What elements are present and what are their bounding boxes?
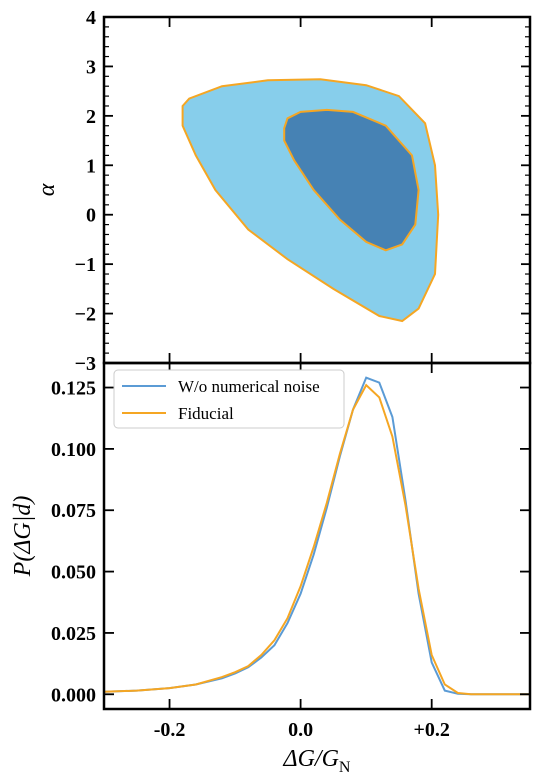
y-tick-label: 0.125 bbox=[51, 378, 96, 400]
legend-label: W/o numerical noise bbox=[178, 377, 320, 396]
density-plot-frame bbox=[102, 361, 532, 711]
x-tick-label: -0.2 bbox=[154, 719, 186, 741]
x-axis-label: ΔG/GN bbox=[283, 746, 351, 776]
x-tick-label: +0.2 bbox=[413, 719, 449, 741]
x-tick-label: 0.0 bbox=[288, 719, 313, 741]
y-tick-label: 3 bbox=[86, 56, 96, 78]
y-tick-label: −3 bbox=[75, 353, 96, 375]
series-line-fiducial bbox=[103, 383, 530, 696]
y-tick-label: 0.075 bbox=[51, 500, 96, 522]
contour-region-inner-fill bbox=[284, 109, 419, 251]
y-tick-label: 4 bbox=[86, 7, 96, 29]
density-panel: 0.000 0.025 0.050 0.075 0.100 0.125 -0.2 0.0 +0.… bbox=[51, 361, 532, 741]
y-tick-label: 0.000 bbox=[51, 684, 96, 706]
axis-labels: α P(ΔG|d) ΔG/GN bbox=[10, 183, 351, 776]
y-tick-label: 1 bbox=[86, 155, 96, 177]
y-axis-label-probability: P(ΔG|d) bbox=[10, 496, 36, 578]
y-axis-label-alpha: α bbox=[34, 183, 60, 196]
legend: W/o numerical noise Fiducial bbox=[113, 369, 345, 429]
x-axis-label-main: ΔG/G bbox=[283, 746, 339, 772]
legend-box bbox=[113, 369, 345, 429]
y-tick-label: −1 bbox=[75, 254, 96, 276]
y-tick-label: 0.100 bbox=[51, 439, 96, 461]
y-tick-label: −2 bbox=[75, 304, 96, 326]
contour-panel: 4 3 2 1 0 −1 −2 −3 bbox=[75, 7, 532, 375]
legend-label: Fiducial bbox=[178, 404, 234, 423]
y-tick-label: 2 bbox=[86, 106, 96, 128]
contour-region-inner-outline bbox=[283, 108, 420, 252]
y-tick-label: 0.025 bbox=[51, 623, 96, 645]
x-axis-label-subscript: N bbox=[339, 759, 351, 776]
contour-region-outer-outline bbox=[181, 78, 440, 323]
y-tick-label: 0.050 bbox=[51, 562, 96, 584]
y-tick-label: 0 bbox=[86, 205, 96, 227]
